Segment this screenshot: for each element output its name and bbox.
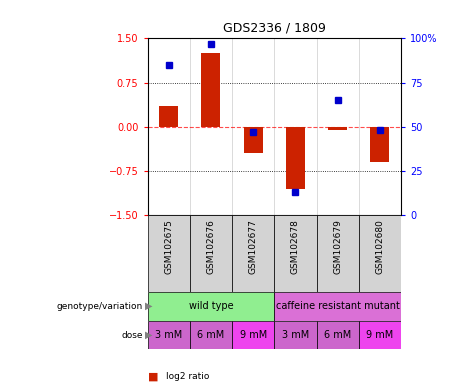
Bar — [317, 321, 359, 349]
Text: ■: ■ — [148, 371, 158, 381]
Bar — [232, 215, 274, 292]
Text: GSM102677: GSM102677 — [248, 219, 258, 274]
Text: GSM102680: GSM102680 — [375, 219, 384, 274]
Text: 6 mM: 6 mM — [197, 330, 225, 340]
Text: 9 mM: 9 mM — [240, 330, 267, 340]
Title: GDS2336 / 1809: GDS2336 / 1809 — [223, 22, 326, 35]
Bar — [190, 321, 232, 349]
Bar — [148, 215, 190, 292]
Text: log2 ratio: log2 ratio — [166, 372, 209, 381]
Bar — [232, 321, 274, 349]
Text: ▶: ▶ — [145, 330, 153, 340]
Bar — [148, 292, 274, 321]
Bar — [274, 292, 401, 321]
Bar — [286, 127, 305, 189]
Bar — [274, 321, 317, 349]
Text: 6 mM: 6 mM — [324, 330, 351, 340]
Bar — [159, 106, 178, 127]
Bar — [148, 321, 190, 349]
Text: GSM102676: GSM102676 — [207, 219, 215, 274]
Bar — [328, 127, 347, 130]
Text: ▶: ▶ — [145, 301, 153, 311]
Text: caffeine resistant mutant: caffeine resistant mutant — [276, 301, 400, 311]
Bar — [317, 215, 359, 292]
Bar — [359, 215, 401, 292]
Bar — [190, 215, 232, 292]
Text: genotype/variation: genotype/variation — [57, 302, 143, 311]
Text: dose: dose — [121, 331, 143, 339]
Bar — [244, 127, 263, 153]
Bar — [274, 215, 317, 292]
Text: 3 mM: 3 mM — [155, 330, 182, 340]
Text: 9 mM: 9 mM — [366, 330, 394, 340]
Text: GSM102675: GSM102675 — [164, 219, 173, 274]
Text: GSM102678: GSM102678 — [291, 219, 300, 274]
Text: wild type: wild type — [189, 301, 233, 311]
Text: 3 mM: 3 mM — [282, 330, 309, 340]
Bar — [371, 127, 390, 162]
Bar — [359, 321, 401, 349]
Bar — [201, 53, 220, 127]
Text: GSM102679: GSM102679 — [333, 219, 342, 274]
